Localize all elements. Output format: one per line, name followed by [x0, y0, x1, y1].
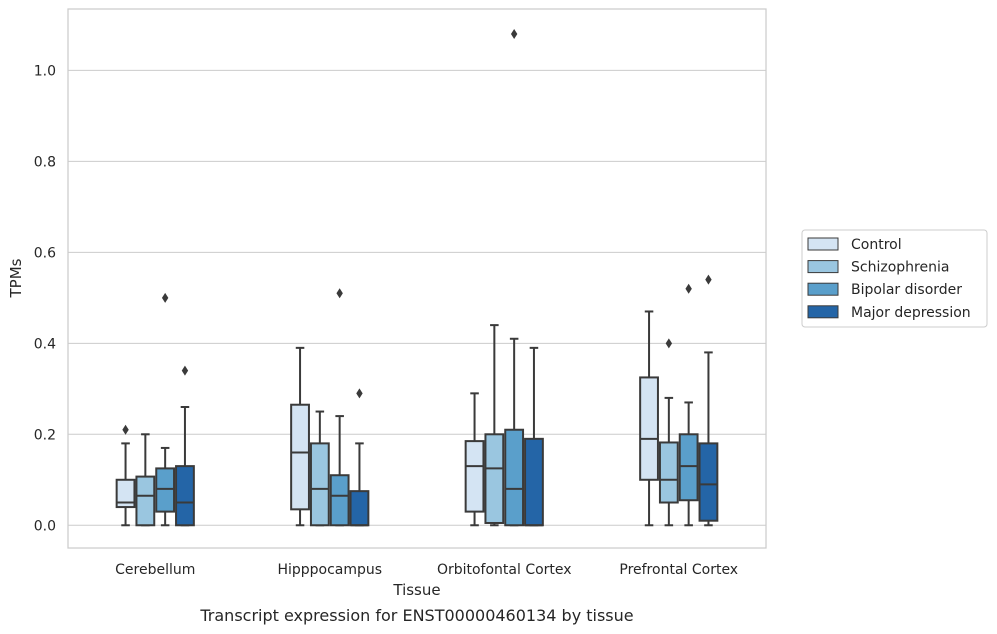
box-body	[155, 467, 176, 513]
box-body	[115, 478, 136, 509]
x-tick-labels: Cerebellum Hipppocampus Orbitofontal Corte…	[115, 562, 738, 578]
legend-swatch	[807, 305, 839, 319]
x-axis-label: Tissue	[392, 581, 440, 599]
legend-items: Control Schizophrenia Bipolar disorder Majo…	[807, 237, 971, 321]
series-control	[115, 310, 659, 527]
legend-swatch	[807, 282, 839, 296]
series-bipolar-disorder	[155, 29, 699, 527]
outlier-marker	[356, 388, 363, 399]
series-major-depression	[175, 274, 719, 527]
legend: Control Schizophrenia Bipolar disorder Majo…	[801, 229, 988, 328]
legend-label: Major depression	[851, 305, 971, 321]
x-tick-label: Orbitofontal Cortex	[437, 562, 572, 578]
outlier-marker	[336, 288, 343, 299]
outlier-marker	[510, 29, 518, 40]
box-body	[639, 376, 659, 481]
y-tick-label: 0.4	[34, 336, 56, 352]
outlier-marker	[122, 424, 129, 435]
box-body	[349, 490, 370, 527]
x-tick-label: Cerebellum	[115, 562, 195, 578]
box-body	[329, 474, 350, 527]
box-body	[135, 475, 156, 527]
box-body	[484, 433, 505, 524]
legend-frame	[801, 229, 988, 328]
outlier-marker	[161, 292, 169, 303]
box-body	[658, 441, 679, 504]
outlier-marker	[705, 274, 712, 285]
outlier-marker	[685, 283, 692, 294]
y-tick-label: 0.6	[34, 245, 56, 261]
box-series	[115, 29, 719, 527]
outlier-marker	[181, 365, 189, 376]
y-axis-label: TPMs	[7, 258, 25, 298]
box-body	[175, 465, 195, 527]
box-body	[309, 442, 330, 527]
legend-label: Schizophrenia	[851, 260, 949, 276]
figure-caption: Transcript expression for ENST0000046013…	[200, 606, 634, 625]
legend-swatch	[807, 237, 839, 251]
legend-label: Control	[851, 237, 902, 253]
x-tick-label: Hipppocampus	[277, 562, 382, 578]
box-body	[464, 440, 485, 513]
box-body	[698, 442, 719, 522]
series-schizophrenia	[135, 324, 679, 527]
y-tick-label: 0.8	[34, 154, 56, 170]
y-tick-label: 0.2	[34, 427, 56, 443]
x-tick-label: Prefrontal Cortex	[619, 562, 738, 578]
box-body	[290, 403, 310, 511]
box-body	[678, 433, 699, 502]
legend-swatch	[807, 260, 839, 274]
y-tick-label: 1.0	[34, 63, 56, 79]
box-body	[504, 428, 525, 527]
y-tick-label: 0.0	[34, 518, 56, 534]
legend-label: Bipolar disorder	[851, 282, 962, 298]
box-body	[524, 437, 544, 527]
y-tick-labels: 0.0 0.2 0.4 0.6 0.8 1.0	[34, 63, 56, 534]
outlier-marker	[665, 338, 673, 349]
